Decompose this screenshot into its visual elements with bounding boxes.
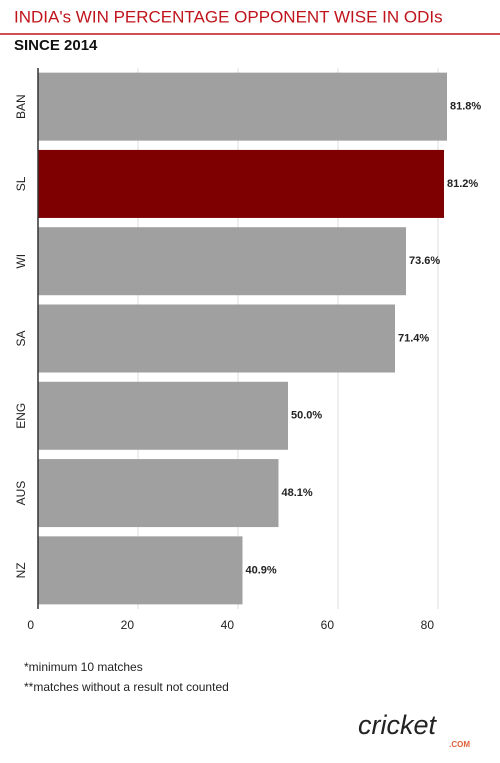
value-label: 73.6% xyxy=(409,255,440,267)
bar xyxy=(38,536,243,605)
y-tick-label: SL xyxy=(14,176,28,191)
bar xyxy=(38,459,279,528)
logo-text: cricket xyxy=(358,710,438,740)
bar xyxy=(38,304,395,373)
chart-subtitle: SINCE 2014 xyxy=(14,37,98,54)
value-label: 81.2% xyxy=(447,178,478,190)
value-label: 71.4% xyxy=(398,332,429,344)
footnote: **matches without a result not counted xyxy=(24,680,229,694)
x-tick-label: 80 xyxy=(421,618,435,632)
bar xyxy=(38,149,444,218)
value-label: 50.0% xyxy=(291,410,322,422)
x-tick-label: 60 xyxy=(321,618,335,632)
y-tick-label: ENG xyxy=(14,403,28,429)
bar xyxy=(38,381,288,450)
y-tick-label: AUS xyxy=(14,481,28,506)
x-tick-label: 0 xyxy=(27,618,34,632)
bar xyxy=(38,72,447,141)
logo-sub: .COM xyxy=(449,740,470,749)
x-tick-label: 40 xyxy=(221,618,235,632)
y-tick-label: NZ xyxy=(14,562,28,578)
y-tick-label: SA xyxy=(14,330,28,346)
bar xyxy=(38,227,406,296)
value-label: 48.1% xyxy=(282,487,313,499)
value-label: 40.9% xyxy=(246,564,277,576)
footnote: *minimum 10 matches xyxy=(24,660,143,674)
chart-title: INDIA's WIN PERCENTAGE OPPONENT WISE IN … xyxy=(14,7,443,26)
value-label: 81.8% xyxy=(450,101,481,113)
y-tick-label: WI xyxy=(14,254,28,269)
x-tick-label: 20 xyxy=(121,618,135,632)
y-tick-label: BAN xyxy=(14,94,28,119)
